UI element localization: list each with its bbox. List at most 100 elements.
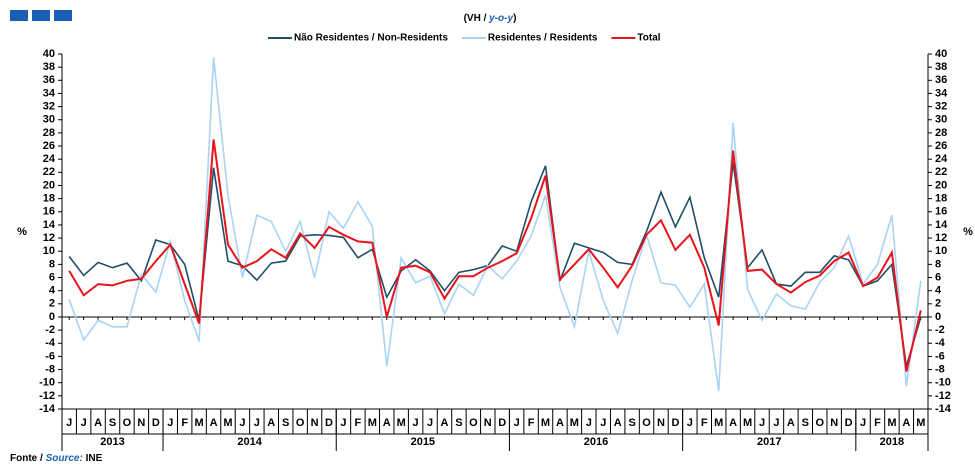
y2-tick-label: 30 [935,114,947,126]
x-tick-label: A [210,417,218,429]
y2-tick-label: 32 [935,100,947,112]
x-tick-label: J [586,417,592,429]
y-tick-label: 26 [43,140,55,152]
x-tick-label: J [66,417,72,429]
y2-tick-label: 10 [935,245,947,257]
x-tick-label: J [239,417,245,429]
y-tick-label: 20 [43,179,55,191]
x-tick-label: F [355,417,362,429]
y-tick-label: 34 [43,87,56,99]
x-tick-label: J [600,417,606,429]
y-tick-label: -12 [39,390,55,402]
y-tick-label: -2 [45,324,55,336]
x-tick-label: J [254,417,260,429]
y2-axis-label: % [963,226,973,238]
series-line [68,57,922,392]
y2-tick-label: 0 [935,311,941,323]
x-tick-label: M [887,417,896,429]
x-tick-label: A [94,417,102,429]
x-tick-label: A [729,417,737,429]
y-tick-label: 28 [43,127,55,139]
x-tick-label: O [296,417,305,429]
logo-block [32,10,50,21]
x-tick-label: J [413,417,419,429]
x-tick-label: J [514,417,520,429]
y2-tick-label: 36 [935,74,947,86]
x-tick-label: M [714,417,723,429]
logo-block [10,10,28,21]
y2-tick-label: 38 [935,61,947,73]
x-tick-label: M [743,417,752,429]
y2-tick-label: 20 [935,179,947,191]
y2-tick-label: -12 [935,390,951,402]
y-tick-label: -4 [45,337,56,349]
y2-tick-label: 24 [935,153,948,165]
x-tick-label: A [441,417,449,429]
subtitle: (VH / y-o-y) [464,13,517,24]
y2-tick-label: -14 [935,403,952,415]
x-tick-label: M [223,417,232,429]
y-tick-label: -14 [39,403,56,415]
source-note: Fonte / Source: INE [10,453,103,464]
x-tick-label: J [687,417,693,429]
x-tick-label: D [152,417,160,429]
y-tick-label: 0 [49,311,55,323]
x-tick-label: F [874,417,881,429]
y-tick-label: 14 [43,219,56,231]
x-tick-label: O [123,417,132,429]
x-tick-label: N [137,417,145,429]
y-tick-label: 38 [43,61,55,73]
x-tick-label: M [916,417,925,429]
y2-tick-label: 40 [935,48,947,60]
x-tick-label: A [556,417,564,429]
y2-tick-label: -10 [935,377,951,389]
y2-tick-label: -6 [935,350,945,362]
x-tick-label: D [498,417,506,429]
x-tick-label: A [267,417,275,429]
legend-label: Residentes / Residents [488,33,598,44]
year-label: 2017 [757,436,781,448]
y2-tick-label: 28 [935,127,947,139]
y-tick-label: 12 [43,232,55,244]
y-tick-label: 22 [43,166,55,178]
y2-tick-label: 12 [935,232,947,244]
y-tick-label: 4 [49,285,56,297]
y2-tick-label: -2 [935,324,945,336]
series-line [68,139,922,372]
y-tick-label: -10 [39,377,55,389]
x-tick-label: D [845,417,853,429]
y2-tick-label: 8 [935,258,941,270]
x-tick-label: A [787,417,795,429]
x-tick-label: F [181,417,188,429]
x-tick-label: J [81,417,87,429]
x-tick-label: S [282,417,289,429]
x-tick-label: S [802,417,809,429]
x-tick-label: A [614,417,622,429]
x-tick-label: D [671,417,679,429]
year-label: 2015 [411,436,435,448]
y-tick-label: 32 [43,100,55,112]
y2-tick-label: 34 [935,87,948,99]
x-tick-label: N [311,417,319,429]
y-axis-label: % [17,226,27,238]
y2-tick-label: 22 [935,166,947,178]
y-tick-label: 2 [49,298,55,310]
x-tick-label: M [195,417,204,429]
y2-tick-label: 26 [935,140,947,152]
x-tick-label: M [368,417,377,429]
x-tick-label: J [427,417,433,429]
y-tick-label: -6 [45,350,55,362]
y-tick-label: 30 [43,114,55,126]
x-tick-label: J [340,417,346,429]
x-tick-label: S [109,417,116,429]
year-label: 2016 [584,436,608,448]
logo-block [54,10,72,21]
legend-label: Não Residentes / Non-Residents [294,33,448,44]
y2-tick-label: -8 [935,363,945,375]
x-tick-label: F [701,417,708,429]
year-label: 2014 [237,436,262,448]
y-tick-label: 36 [43,74,55,86]
y-tick-label: -8 [45,363,55,375]
year-label: 2013 [100,436,124,448]
